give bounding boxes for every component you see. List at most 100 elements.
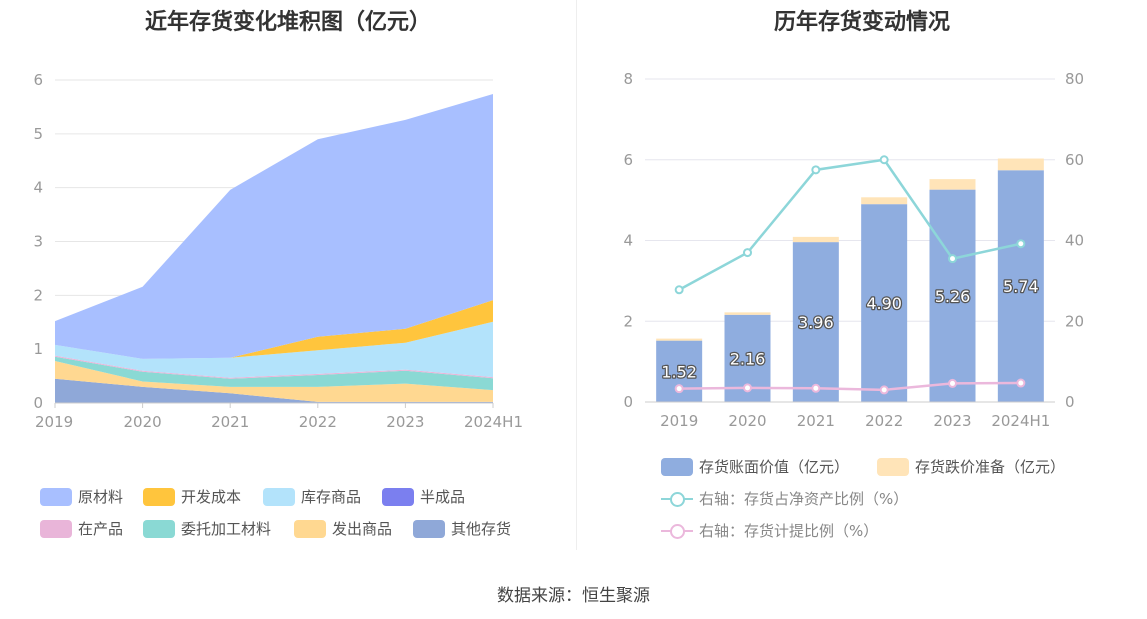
legend-label: 半成品 [420,488,466,506]
y-tick-label: 0 [33,394,43,412]
legend-label: 右轴：存货占净资产比例（%） [699,490,909,508]
x-tick-label: 2023 [386,413,424,431]
legend-label: 存货跌价准备（亿元） [915,458,1066,476]
bar-value-label: 5.26 [935,287,971,306]
legend-swatch [40,519,72,538]
legend-label: 原材料 [78,488,124,506]
legend-item[interactable]: 委托加工材料 [143,518,271,539]
y-tick-label: 2 [33,286,43,304]
line-point [674,285,684,295]
y-left-tick-label: 4 [623,232,633,250]
bar-provision [929,179,976,190]
legend-label: 存货账面价值（亿元） [699,458,850,476]
area-委托加工材料 [55,356,493,391]
y-left-tick-label: 6 [623,151,633,169]
y-left-tick-label: 8 [623,70,633,88]
line-point [811,165,821,175]
bar-book-value [997,170,1044,402]
bar-line-panel: 历年存货变动情况 0 2 4 6 8 0 20 40 60 80 1.52 2.16 3.96 4.90 5… [577,0,1147,560]
x-tick-label: 2019 [35,413,73,431]
legend-swatch [143,487,175,506]
bar-value-label: 4.90 [866,294,902,313]
y-tick-label: 6 [33,71,43,89]
bar-provision [656,338,703,341]
panel-divider [576,0,577,550]
legend-swatch [413,519,445,538]
right-chart-title: 历年存货变动情况 [773,10,950,35]
legend-swatch [382,487,414,506]
legend-item[interactable]: 右轴：存货占净资产比例（%） [661,488,908,509]
legend-item[interactable]: 发出商品 [294,518,392,539]
area-库存商品 [55,321,493,378]
legend-item[interactable]: 原材料 [40,486,123,507]
legend-swatch [661,457,693,476]
x-tick-label: 2019 [660,412,698,430]
legend-label: 委托加工材料 [181,520,272,538]
legend-label: 开发成本 [181,488,242,506]
y-tick-label: 4 [33,179,43,197]
stacked-area-chart: 0 1 2 3 4 5 6 2019 2020 2021 2022 2023 2024H1 [33,71,523,431]
legend-item[interactable]: 其他存货 [413,518,511,539]
legend-line-swatch [661,522,693,540]
bar-value-label: 5.74 [1003,277,1039,296]
line-point [879,155,889,165]
line-point [948,378,957,388]
x-tick-label: 2020 [728,412,766,430]
bar-provision [861,197,908,205]
y-right-tick-label: 60 [1065,151,1084,169]
x-tick-label: 2024H1 [464,413,523,431]
x-tick-label: 2021 [797,412,835,430]
legend-label: 库存商品 [301,488,362,506]
left-legend: 原材料 开发成本 库存商品 半成品在产品 委托加工材料 发出商品 其他存货 [0,0,576,560]
line-point [948,254,957,264]
y-right-tick-label: 40 [1065,232,1084,250]
bar-value-label: 3.96 [798,313,834,332]
right-legend: 存货账面价值（亿元） 存货跌价准备（亿元） 右轴：存货占净资产比例（%） 右轴：存货计… [577,0,1147,560]
legend-item[interactable]: 存货账面价值（亿元） [661,456,849,477]
legend-item[interactable]: 存货跌价准备（亿元） [877,456,1065,477]
y-left-tick-label: 0 [623,393,633,411]
legend-swatch [263,487,295,506]
line-point [1016,239,1026,249]
legend-swatch [877,457,909,476]
x-tick-label: 2021 [211,413,249,431]
legend-swatch [143,519,175,538]
data-source-note: 数据来源：恒生聚源 [497,586,650,606]
line-point [1016,378,1026,388]
line-point [743,248,752,258]
legend-item[interactable]: 开发成本 [143,486,241,507]
x-tick-label: 2023 [933,412,971,430]
area-在产品 [55,355,493,379]
bar-book-value [861,204,908,402]
bar-provision [997,158,1044,171]
y-right-tick-label: 20 [1065,312,1084,330]
bar-book-value [929,189,976,402]
legend-label: 其他存货 [451,520,512,538]
y-tick-label: 5 [33,125,43,143]
bar-value-label: 1.52 [661,362,697,381]
y-right-tick-label: 0 [1065,393,1075,411]
y-left-tick-label: 2 [623,312,633,330]
x-tick-label: 2024H1 [991,412,1050,430]
x-tick-label: 2022 [299,413,337,431]
y-tick-label: 1 [33,340,43,358]
line-provision-ratio [679,381,1021,392]
legend-item[interactable]: 在产品 [40,518,123,539]
line-point [743,383,752,393]
stacked-area-panel: 近年存货变化堆积图（亿元） 0 1 2 3 4 5 6 2019 2020 2021 2022 202… [0,0,576,560]
bar-book-value [792,242,839,402]
line-point [811,383,821,393]
legend-item[interactable]: 半成品 [382,486,465,507]
y-tick-label: 3 [33,233,43,251]
bar-value-label: 2.16 [730,349,766,368]
legend-label: 右轴：存货计提比例（%） [699,522,879,540]
line-inventory-to-net-assets [678,158,1022,291]
area-其他存货 [55,378,493,403]
legend-item[interactable]: 右轴：存货计提比例（%） [661,520,878,541]
legend-item[interactable]: 库存商品 [263,486,361,507]
x-tick-label: 2020 [124,413,162,431]
legend-swatch [40,487,72,506]
area-发出商品 [55,361,493,402]
